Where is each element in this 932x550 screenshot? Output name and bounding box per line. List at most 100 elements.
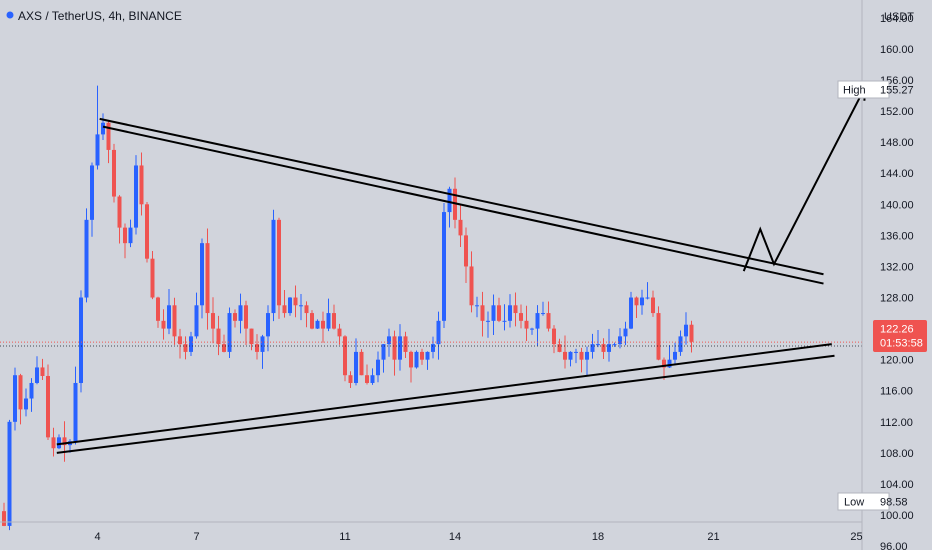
candle	[178, 328, 182, 359]
candle	[348, 371, 353, 389]
candle-body	[282, 305, 287, 314]
candle	[134, 155, 138, 235]
candle-body	[51, 437, 56, 449]
candle	[112, 143, 116, 203]
candle	[40, 358, 45, 381]
candle	[7, 419, 12, 531]
candle-body	[40, 367, 45, 376]
candle-body	[557, 344, 562, 352]
candle-body	[161, 320, 166, 329]
candle-body	[387, 336, 391, 345]
candle-body	[310, 313, 314, 329]
candle	[431, 336, 435, 359]
candle-body	[524, 320, 529, 329]
candle-body	[678, 336, 683, 352]
chart-title: AXS / TetherUS, 4h, BINANCE	[18, 9, 182, 23]
candle-body	[568, 351, 573, 360]
candle-body	[574, 351, 578, 353]
candle-body	[365, 375, 369, 383]
candle	[634, 296, 639, 318]
candle	[18, 373, 23, 425]
candle-body	[403, 336, 408, 352]
low-badge-value: 98.58	[880, 497, 908, 509]
candle-body	[486, 320, 490, 322]
candle	[458, 204, 463, 247]
candle	[29, 378, 34, 412]
candle-body	[90, 165, 94, 220]
candle-body	[183, 344, 188, 352]
candle	[640, 289, 644, 315]
candle	[145, 201, 149, 263]
lower-trendline-inner[interactable]	[56, 354, 835, 454]
candle	[260, 334, 265, 369]
candle-body	[244, 305, 248, 329]
candle	[139, 152, 144, 216]
candle-body	[315, 320, 320, 329]
candle	[656, 306, 661, 361]
time-axis[interactable]: 4 7 11 14 18 21 25	[0, 521, 863, 543]
candle	[304, 301, 309, 328]
high-badge-label: High	[843, 85, 866, 97]
candle	[513, 292, 518, 327]
candle-body	[189, 336, 193, 352]
candle	[90, 162, 94, 237]
candle	[205, 228, 210, 330]
candle	[216, 315, 221, 356]
candle	[601, 338, 606, 360]
candle-body	[13, 375, 17, 422]
price-tick-label: 136.00	[880, 230, 914, 242]
candle-body	[288, 297, 292, 314]
candle-body	[79, 297, 83, 383]
candle-body	[117, 196, 122, 228]
candle-body	[84, 219, 89, 298]
projection-arrow[interactable]	[742, 87, 866, 272]
candle	[326, 298, 331, 332]
candle-body	[475, 305, 479, 307]
candle	[398, 324, 402, 371]
drawing-layer[interactable]	[56, 85, 866, 454]
price-tick-label: 100.00	[880, 510, 914, 522]
candle	[480, 291, 485, 337]
candle	[590, 333, 595, 359]
candle-body	[145, 204, 149, 259]
candle-body	[651, 297, 655, 314]
symbol-logo-icon	[6, 11, 14, 19]
candle	[343, 335, 347, 382]
upper-trendline-inner[interactable]	[102, 125, 824, 285]
candle	[288, 297, 292, 316]
candle	[227, 307, 232, 359]
candle-body	[623, 328, 628, 337]
candle	[359, 349, 364, 376]
candle	[475, 296, 479, 318]
candle	[13, 367, 17, 431]
candle	[211, 297, 215, 344]
candle-body	[150, 258, 155, 298]
candle	[673, 342, 677, 365]
candle	[535, 305, 540, 346]
price-tick-label: 112.00	[880, 417, 913, 429]
candle	[95, 85, 100, 170]
candle	[183, 336, 188, 360]
candle-body	[585, 351, 589, 360]
price-axis[interactable]: 96.00 100.00 104.00 108.00 112.00 116.00 120.0…	[861, 0, 914, 550]
candle-body	[667, 359, 672, 368]
upper-trendline-outer[interactable]	[99, 117, 824, 276]
candle	[574, 348, 578, 364]
candle-body	[238, 305, 243, 321]
lower-trendline-outer[interactable]	[56, 343, 832, 446]
candle	[2, 502, 6, 527]
plot-area[interactable]	[0, 85, 862, 531]
candle	[392, 330, 397, 376]
candle-body	[172, 305, 177, 337]
candle-body	[370, 375, 375, 383]
candle	[200, 238, 204, 319]
candle	[469, 251, 474, 313]
high-badge-value: 155.27	[880, 85, 914, 97]
candle	[277, 217, 281, 319]
candle-body	[497, 305, 501, 321]
candle-body	[359, 351, 364, 376]
candle	[271, 209, 276, 322]
countdown-timer: 01:53:58	[880, 338, 923, 350]
candle	[596, 329, 600, 348]
